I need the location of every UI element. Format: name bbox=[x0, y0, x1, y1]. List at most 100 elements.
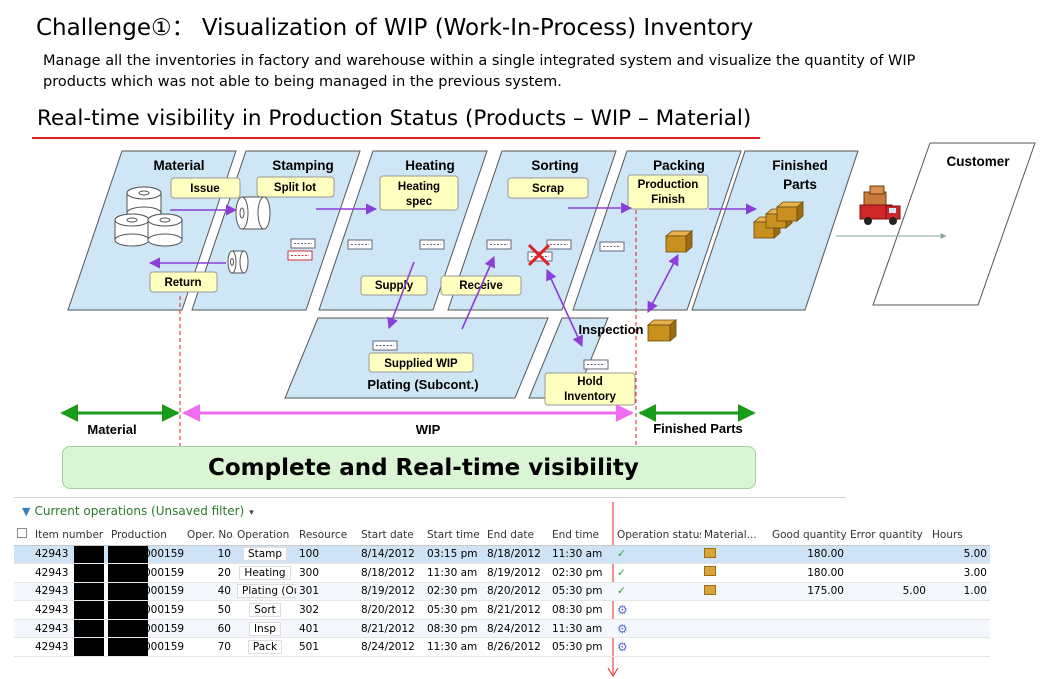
cell-material bbox=[701, 600, 769, 620]
tray-icons bbox=[287, 238, 625, 370]
cell-end-date: 8/21/2012 bbox=[484, 600, 549, 620]
cell-value: 000159 bbox=[144, 566, 184, 579]
cell-error bbox=[847, 600, 929, 620]
cell-error: 5.00 bbox=[847, 582, 929, 602]
gear-icon: ⚙ bbox=[617, 640, 628, 655]
material-rolls-icon bbox=[114, 186, 183, 247]
range-label-wip: WIP bbox=[416, 422, 441, 437]
cell-start-time: 11:30 am bbox=[424, 637, 484, 658]
col-end-time[interactable]: End time bbox=[549, 525, 614, 546]
stage-title-finished-1: Finished bbox=[772, 158, 828, 173]
cell-start-time: 08:30 pm bbox=[424, 619, 484, 639]
col-operation[interactable]: Operation bbox=[234, 525, 296, 546]
cell-hours bbox=[929, 619, 990, 639]
col-resource[interactable]: Resource bbox=[296, 525, 358, 546]
redaction-bar bbox=[74, 638, 104, 656]
cell-operation: Plating (Out) bbox=[234, 582, 296, 602]
cell-value: 42943 bbox=[35, 622, 69, 635]
cell-operation: Stamp bbox=[234, 545, 296, 565]
col-oper-no[interactable]: Oper. No. bbox=[184, 525, 234, 546]
cell-status: ✓ bbox=[614, 545, 701, 565]
cell-good: 180.00 bbox=[769, 545, 847, 565]
filter-label: Current operations (Unsaved filter) bbox=[34, 504, 245, 518]
col-hours[interactable]: Hours bbox=[929, 525, 990, 546]
col-production[interactable]: Production bbox=[108, 525, 184, 546]
col-end-date[interactable]: End date bbox=[484, 525, 549, 546]
cell-resource: 100 bbox=[296, 545, 358, 565]
cell-item: 42943 bbox=[32, 637, 108, 658]
redaction-bar bbox=[108, 601, 148, 619]
cell-material bbox=[701, 619, 769, 639]
label-issue: Issue bbox=[190, 183, 219, 195]
cell-item: 42943 bbox=[32, 600, 108, 620]
label-supplied-wip: Supplied WIP bbox=[384, 358, 458, 370]
cell-value: 000159 bbox=[144, 548, 184, 561]
row-gutter[interactable] bbox=[14, 582, 32, 602]
cell-status: ⚙ bbox=[614, 619, 701, 639]
label-supply: Supply bbox=[375, 280, 414, 292]
cell-status: ✓ bbox=[614, 582, 701, 602]
table-row[interactable]: 42943 000159 10 Stamp 100 8/14/2012 03:15 pm 8/… bbox=[14, 545, 990, 565]
section-subtitle: Real-time visibility in Production Statu… bbox=[37, 106, 752, 131]
label-split-lot: Split lot bbox=[274, 182, 316, 194]
row-gutter[interactable] bbox=[14, 619, 32, 639]
cell-resource: 301 bbox=[296, 582, 358, 602]
cell-oper-no: 40 bbox=[184, 582, 234, 602]
table-row[interactable]: 42943 000159 70 Pack 501 8/24/2012 11:30 am 8/2… bbox=[14, 637, 990, 658]
row-gutter[interactable] bbox=[14, 600, 32, 620]
gear-icon: ⚙ bbox=[617, 621, 628, 636]
col-good-quantity[interactable]: Good quantity bbox=[769, 525, 847, 546]
cell-error bbox=[847, 545, 929, 565]
cell-material bbox=[701, 582, 769, 602]
cell-material bbox=[701, 563, 769, 583]
slide-description: Manage all the inventories in factory an… bbox=[43, 53, 916, 90]
stage-title-sorting: Sorting bbox=[531, 158, 578, 173]
col-item-number[interactable]: Item number bbox=[32, 525, 108, 546]
table-row[interactable]: 42943 000159 50 Sort 302 8/20/2012 05:30 pm 8/2… bbox=[14, 600, 990, 620]
cell-material bbox=[701, 637, 769, 658]
col-material[interactable]: Material... bbox=[701, 525, 769, 546]
visibility-banner: Complete and Real-time visibility bbox=[62, 446, 756, 489]
cell-hours: 1.00 bbox=[929, 582, 990, 602]
cell-end-date: 8/18/2012 bbox=[484, 545, 549, 565]
cell-good bbox=[769, 637, 847, 658]
cell-good: 180.00 bbox=[769, 563, 847, 583]
cell-end-time: 11:30 am bbox=[549, 545, 614, 565]
cell-status: ⚙ bbox=[614, 600, 701, 620]
grid-divider bbox=[14, 497, 846, 498]
col-operation-status[interactable]: Operation status bbox=[614, 525, 701, 546]
redaction-bar bbox=[74, 564, 104, 582]
cell-operation: Pack bbox=[234, 637, 296, 658]
cell-value: 42943 bbox=[35, 585, 69, 598]
stage-title-heating: Heating bbox=[405, 158, 455, 173]
filter-dropdown[interactable]: ▼ Current operations (Unsaved filter) ▾ bbox=[22, 504, 254, 518]
cell-value: 000159 bbox=[144, 604, 184, 617]
plating-title: Plating (Subcont.) bbox=[367, 377, 478, 392]
cell-production: 000159 bbox=[108, 619, 184, 639]
cell-value: 000159 bbox=[144, 622, 184, 635]
cell-resource: 401 bbox=[296, 619, 358, 639]
col-error-quantity[interactable]: Error quantity bbox=[847, 525, 929, 546]
label-scrap: Scrap bbox=[532, 183, 564, 195]
table-row[interactable]: 42943 000159 20 Heating 300 8/18/2012 11:30 am… bbox=[14, 563, 990, 583]
col-start-date[interactable]: Start date bbox=[358, 525, 424, 546]
row-gutter[interactable] bbox=[14, 545, 32, 565]
cell-value: 42943 bbox=[35, 548, 69, 561]
box-icons bbox=[646, 201, 805, 342]
row-gutter[interactable] bbox=[14, 563, 32, 583]
table-row[interactable]: 42943 000159 60 Insp 401 8/21/2012 08:30 pm 8/2… bbox=[14, 619, 990, 639]
cell-operation: Sort bbox=[234, 600, 296, 620]
current-operations-grid: ▼ Current operations (Unsaved filter) ▾ It… bbox=[14, 497, 994, 669]
cell-end-date: 8/24/2012 bbox=[484, 619, 549, 639]
flow-arrows bbox=[148, 202, 758, 348]
col-start-time[interactable]: Start time bbox=[424, 525, 484, 546]
label-heating-spec-2: spec bbox=[406, 196, 433, 208]
cell-end-time: 05:30 pm bbox=[549, 582, 614, 602]
operation-name: Sort bbox=[249, 603, 281, 618]
redaction-bar bbox=[74, 619, 104, 637]
label-production-finish-1: Production bbox=[638, 179, 699, 191]
cell-start-date: 8/21/2012 bbox=[358, 619, 424, 639]
row-gutter[interactable] bbox=[14, 637, 32, 658]
select-all-checkbox[interactable] bbox=[14, 525, 32, 546]
